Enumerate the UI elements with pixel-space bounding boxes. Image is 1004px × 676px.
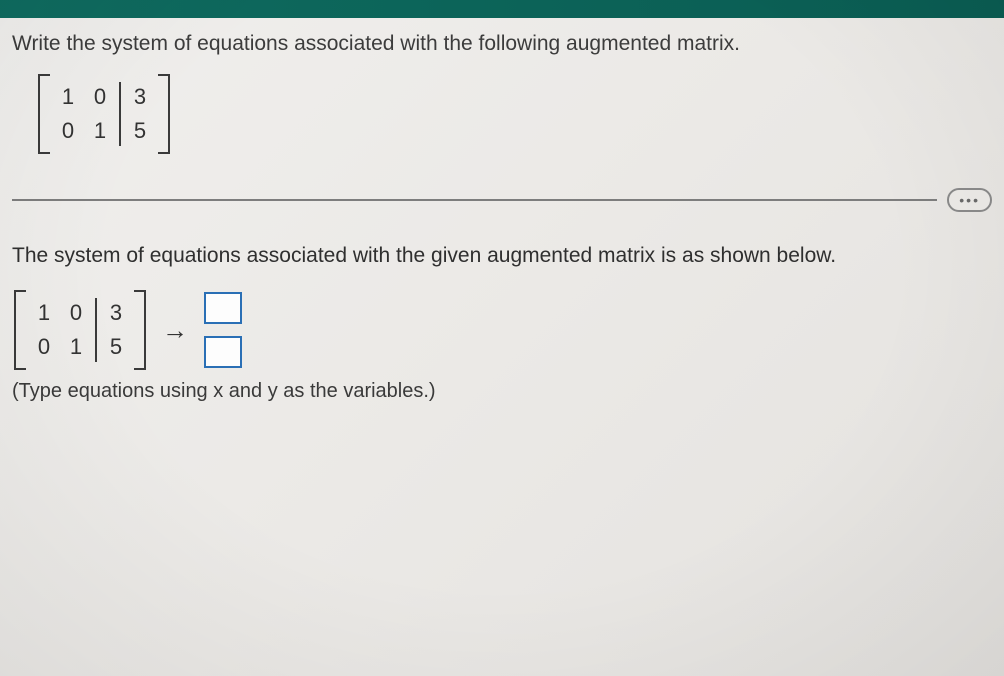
augment-bar-icon [119,82,121,146]
matrix-cell: 1 [92,114,108,148]
bracket-right-icon [134,290,146,370]
bracket-left-icon [14,290,26,370]
matrix-cell: 5 [108,330,124,364]
answer-inputs [204,292,242,368]
matrix-cell: 0 [92,80,108,114]
answer-lead-text: The system of equations associated with … [12,244,992,268]
answer-workspace: 1 0 0 1 3 5 → [14,290,992,370]
augment-bar-icon [95,298,97,362]
question-prompt: Write the system of equations associated… [12,32,992,56]
matrix-cell: 3 [108,296,124,330]
given-augmented-matrix: 1 0 0 1 3 5 [38,74,170,154]
matrix-cell: 1 [68,330,84,364]
bracket-left-icon [38,74,50,154]
matrix-body: 1 0 0 1 3 5 [26,290,134,370]
more-options-button[interactable]: ••• [947,188,992,212]
matrix-cell: 3 [132,80,148,114]
question-page: Write the system of equations associated… [0,18,1004,403]
matrix-cell: 1 [36,296,52,330]
matrix-col-2: 0 1 [84,80,116,148]
equation-1-input[interactable] [204,292,242,324]
matrix-aug-col: 3 5 [124,80,156,148]
matrix-cell: 0 [68,296,84,330]
matrix-body: 1 0 0 1 3 5 [50,74,158,154]
matrix-cell: 5 [132,114,148,148]
input-hint: (Type equations using x and y as the var… [12,380,992,403]
matrix-cell: 0 [36,330,52,364]
matrix-cell: 1 [60,80,76,114]
window-topbar [0,0,1004,18]
matrix-col-1: 1 0 [52,80,84,148]
section-divider [12,199,937,201]
arrow-right-icon: → [162,315,188,346]
matrix-cell: 0 [60,114,76,148]
equation-2-input[interactable] [204,336,242,368]
matrix-aug-col: 3 5 [100,296,132,364]
section-divider-row: ••• [12,188,992,212]
matrix-col-1: 1 0 [28,296,60,364]
matrix-col-2: 0 1 [60,296,92,364]
bracket-right-icon [158,74,170,154]
work-augmented-matrix: 1 0 0 1 3 5 [14,290,146,370]
